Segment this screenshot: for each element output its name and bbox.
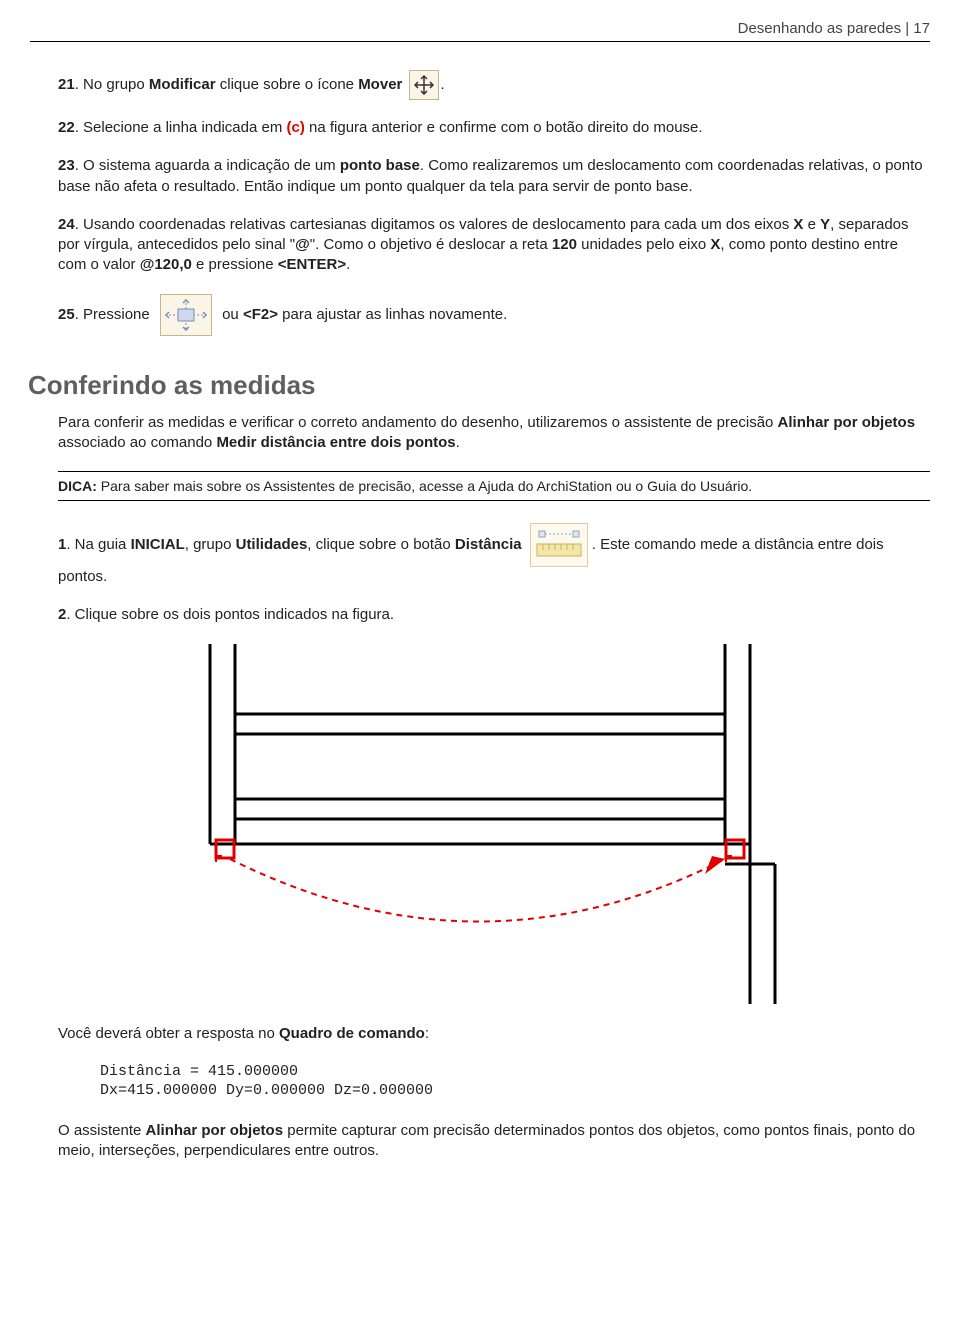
step-23-pre: . O sistema aguarda a indicação de um [75, 157, 340, 174]
move-icon [409, 70, 439, 100]
cstep1-t2: , grupo [185, 536, 236, 553]
step-24-t4: ". Como o objetivo é deslocar a reta [310, 236, 552, 253]
conf-intro-t3: . [456, 434, 460, 451]
step-21: 21. No grupo Modificar clique sobre o íc… [58, 70, 930, 100]
section-title: Conferindo as medidas [28, 370, 930, 401]
step-21-modificar: Modificar [149, 76, 216, 93]
step-24-Y: Y [820, 216, 830, 233]
cstep1-b1: INICIAL [131, 536, 185, 553]
step-25-mid: ou [222, 305, 243, 322]
step-24-enter: <ENTER> [278, 256, 346, 273]
step-22-pre: . Selecione a linha indicada em [75, 119, 287, 136]
conf-step-1: 1. Na guia INICIAL, grupo Utilidades, cl… [58, 523, 930, 587]
conf-step-2: 2. Clique sobre os dois pontos indicados… [58, 605, 930, 625]
conf-intro-t1: Para conferir as medidas e verificar o c… [58, 414, 778, 431]
response-b: Quadro de comando [279, 1025, 425, 1042]
step-24-t1: . Usando coordenadas relativas cartesian… [75, 216, 794, 233]
cstep1-b2: Utilidades [236, 536, 308, 553]
outro: O assistente Alinhar por objetos permite… [58, 1121, 930, 1162]
step-23-bold: ponto base [340, 157, 420, 174]
step-22-c: (c) [287, 119, 305, 136]
step-25: 25. Pressione ou <F2> para ajustar as li… [58, 294, 930, 336]
conf-intro-b2: Medir distância entre dois pontos [216, 434, 455, 451]
step-24-t5: unidades pelo eixo [577, 236, 710, 253]
step-21-pre: . No grupo [75, 76, 149, 93]
cstep1-t1: . Na guia [66, 536, 130, 553]
step-22: 22. Selecione a linha indicada em (c) na… [58, 118, 930, 138]
cstep2-text: . Clique sobre os dois pontos indicados … [66, 606, 394, 623]
response-t2: : [425, 1025, 429, 1042]
step-24: 24. Usando coordenadas relativas cartesi… [58, 215, 930, 276]
step-25-post: para ajustar as linhas novamente. [278, 305, 507, 322]
conf-intro: Para conferir as medidas e verificar o c… [58, 413, 930, 454]
step-24-val: @120,0 [140, 256, 192, 273]
response-label: Você deverá obter a resposta no Quadro d… [58, 1024, 930, 1044]
step-24-t2: e [803, 216, 820, 233]
step-21-mover: Mover [358, 76, 402, 93]
step-23-num: 23 [58, 157, 75, 174]
step-24-X2: X [710, 236, 720, 253]
tip-label: DICA: [58, 478, 97, 494]
points-diagram [30, 644, 930, 1004]
conf-intro-t2: associado ao comando [58, 434, 216, 451]
step-24-t8: . [346, 256, 350, 273]
cstep1-t3: , clique sobre o botão [307, 536, 455, 553]
conf-intro-b1: Alinhar por objetos [778, 414, 916, 431]
step-22-num: 22 [58, 119, 75, 136]
step-21-post: . [441, 76, 445, 93]
page-header: Desenhando as paredes | 17 [30, 20, 930, 37]
step-22-post: na figura anterior e confirme com o botã… [305, 119, 703, 136]
step-21-num: 21 [58, 76, 75, 93]
header-rule [30, 41, 930, 42]
ruler-icon [530, 523, 588, 567]
step-24-X1: X [793, 216, 803, 233]
step-23: 23. O sistema aguarda a indicação de um … [58, 156, 930, 197]
step-21-mid: clique sobre o ícone [216, 76, 359, 93]
step-25-f2: <F2> [243, 305, 278, 322]
cstep1-b3: Distância [455, 536, 522, 553]
tip-box: DICA: Para saber mais sobre os Assistent… [58, 471, 930, 501]
step-24-t7: e pressione [192, 256, 278, 273]
fit-view-icon [160, 294, 212, 336]
step-24-120: 120 [552, 236, 577, 253]
outro-t1: O assistente [58, 1122, 146, 1139]
step-24-at: @ [295, 236, 310, 253]
step-25-num: 25 [58, 305, 75, 322]
step-25-pre: . Pressione [75, 305, 150, 322]
command-output: Distância = 415.000000 Dx=415.000000 Dy=… [100, 1062, 930, 1101]
tip-text: Para saber mais sobre os Assistentes de … [97, 478, 752, 494]
step-24-num: 24 [58, 216, 75, 233]
response-t1: Você deverá obter a resposta no [58, 1025, 279, 1042]
outro-b: Alinhar por objetos [146, 1122, 284, 1139]
